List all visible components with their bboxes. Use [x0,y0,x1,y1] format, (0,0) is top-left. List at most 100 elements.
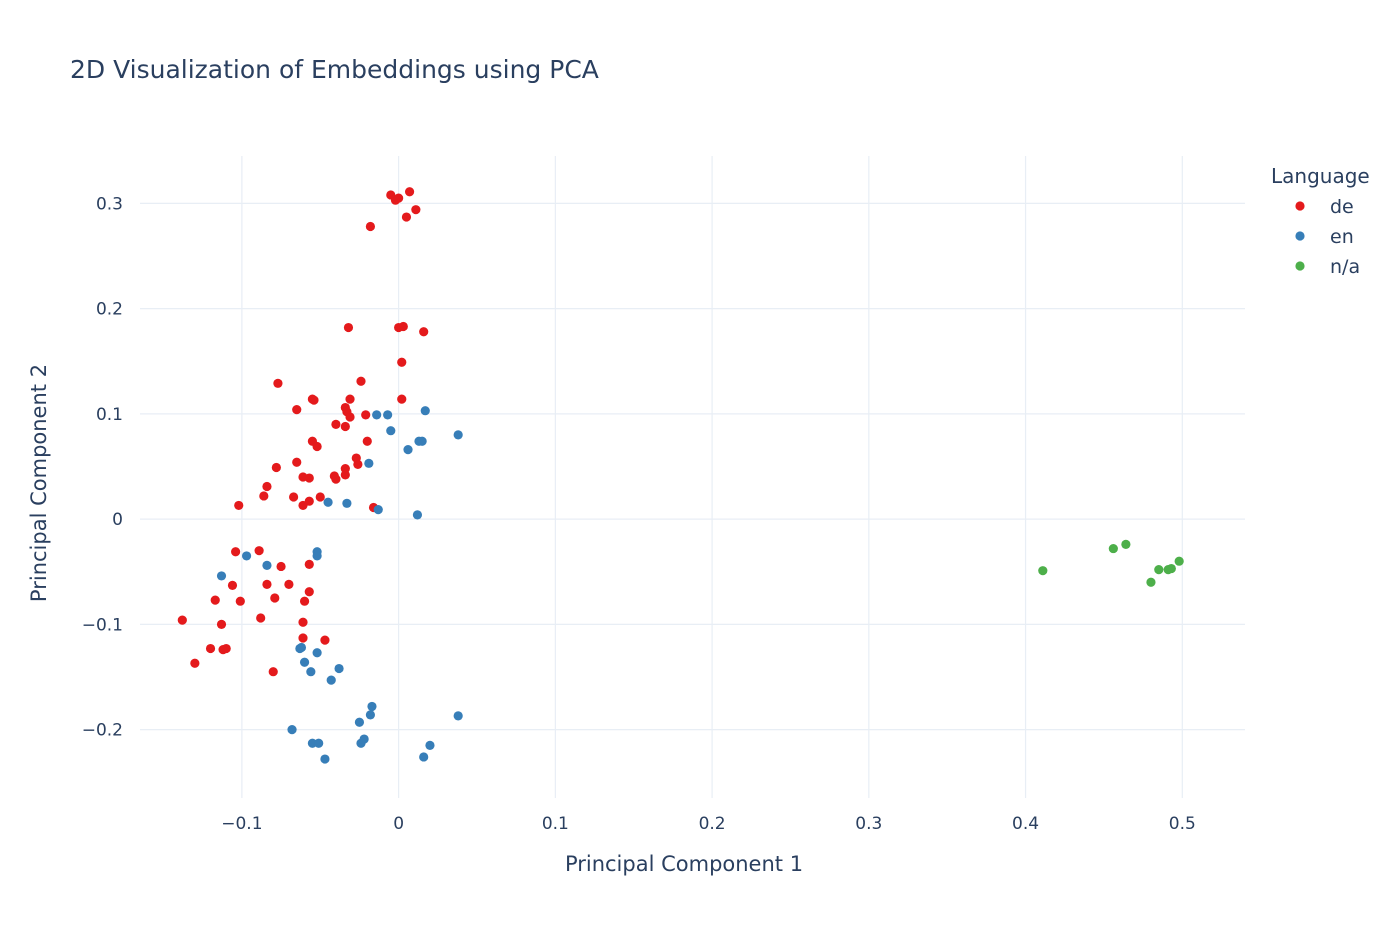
data-point-en [306,667,316,677]
data-point-de [262,481,272,492]
data-point-de [362,436,372,446]
data-point-na [1174,556,1184,566]
legend-title: Language [1271,164,1370,188]
data-point-de [262,579,272,589]
x-tick-label: 0.1 [542,814,569,834]
data-point-na [1038,566,1048,576]
data-point-de [353,459,363,469]
data-point-de [312,441,322,452]
x-tick-label: 0.5 [1169,814,1196,834]
data-point-de [273,378,283,388]
data-point-en [299,657,310,667]
data-point-de [210,595,220,605]
data-point-en [287,724,297,735]
data-point-de [298,617,308,627]
data-point-de [234,500,244,511]
data-point-de [276,561,286,572]
data-point-de [419,327,429,337]
y-tick-label: 0.2 [96,300,123,320]
data-point-en [412,510,423,520]
data-point-de [331,419,341,429]
data-point-de [177,615,187,625]
legend-marker [1295,201,1305,211]
x-tick-labels: −0.1 0 0.1 0.2 0.3 0.4 0.5 [221,814,1196,834]
data-point-de [340,470,350,480]
legend-items: de en n/a [1295,196,1360,278]
data-point-de [340,463,350,474]
data-point-en [354,717,365,727]
data-point-de [340,421,350,432]
data-point-de [259,491,269,501]
data-point-na [1146,577,1156,587]
data-point-de [356,376,366,386]
data-point-de [404,187,415,197]
data-point-de [256,613,266,623]
grid-lines [140,156,1245,798]
y-axis-title: Principal Component 2 [27,364,51,602]
y-tick-label: 0 [112,510,123,530]
data-point-en [417,436,427,446]
data-point-de [292,457,302,467]
x-axis-title: Principal Component 1 [565,852,803,876]
data-point-na [1154,565,1164,575]
data-point-en [323,497,333,507]
x-tick-label: −0.1 [221,814,262,834]
data-point-en [334,663,344,674]
data-point-de [320,635,330,645]
data-point-en [312,551,322,561]
data-point-de [397,394,407,404]
data-point-de [345,394,355,404]
data-point-en [419,752,429,762]
data-point-de [398,321,408,332]
data-point-de [331,474,341,484]
data-point-de [235,596,245,606]
data-point-en [403,445,413,455]
data-point-de [270,593,280,603]
data-point-na [1121,539,1131,549]
x-tick-label: 0.2 [699,814,726,834]
data-point-de [361,410,371,420]
legend-marker [1295,231,1305,241]
data-point-en [312,648,322,658]
legend-item-en[interactable]: en [1295,226,1354,248]
data-point-de [271,462,281,473]
data-point-en [373,505,383,515]
data-point-de [231,547,241,557]
data-point-en [425,740,435,750]
data-point-en [453,430,463,440]
legend-label: en [1330,226,1354,248]
data-point-de [401,212,412,222]
data-point-de [298,500,308,511]
legend-item-de[interactable]: de [1295,196,1354,218]
chart-title: 2D Visualization of Embeddings using PCA [70,55,599,84]
data-point-de [397,357,407,367]
data-point-de [304,559,314,569]
data-point-en [314,738,324,748]
data-point-en [420,406,430,416]
data-point-en [365,710,376,720]
data-point-de [254,546,264,556]
data-point-na [1166,563,1176,574]
data-point-en [453,711,463,721]
y-tick-label: 0.3 [96,194,123,214]
legend-marker [1295,261,1305,271]
data-point-de [343,322,354,333]
x-tick-label: 0.3 [855,814,882,834]
legend-item-na[interactable]: n/a [1295,256,1360,278]
data-point-en [367,701,377,712]
data-point-en [386,426,396,436]
data-point-de [268,667,278,677]
data-point-en [342,498,352,508]
data-point-en [262,560,272,571]
data-point-de [304,587,314,597]
data-point-de [411,205,421,215]
data-point-de [292,405,302,415]
data-point-na [1108,543,1118,554]
data-point-de [299,596,310,606]
legend-label: de [1330,196,1354,218]
data-point-en [241,551,252,561]
y-tick-label: −0.2 [82,721,123,741]
y-tick-labels: −0.2 −0.1 0 0.1 0.2 0.3 [82,194,123,740]
data-point-en [364,458,374,468]
